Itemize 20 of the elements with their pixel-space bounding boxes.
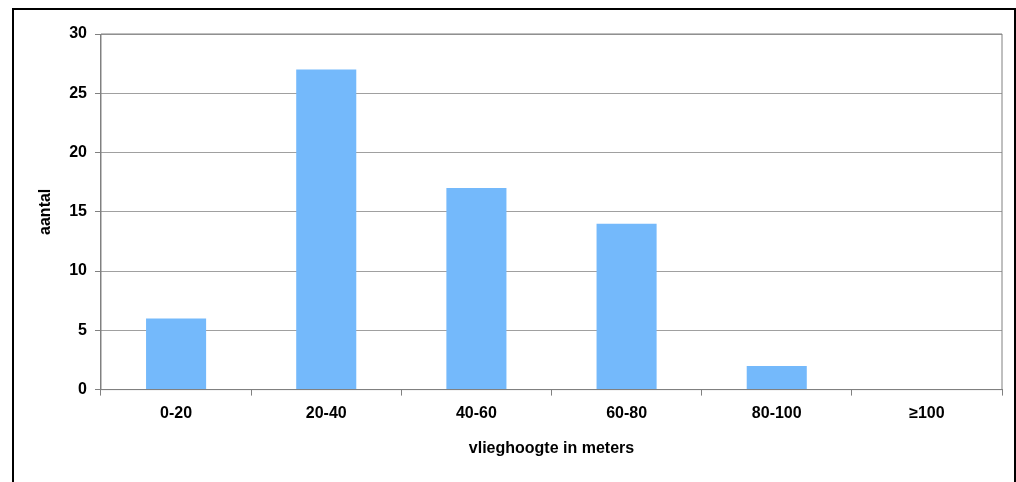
y-tick-label: 10 <box>69 261 88 279</box>
bar <box>296 69 357 390</box>
bar <box>146 318 207 390</box>
y-tick-label: 25 <box>69 83 88 101</box>
x-tick-label: 60-80 <box>606 403 648 421</box>
x-tick-label: 20-40 <box>305 403 347 421</box>
bar <box>746 365 807 390</box>
y-tick-label: 0 <box>78 380 88 398</box>
x-tick-label: 0-20 <box>160 403 193 421</box>
y-tick-label: 15 <box>69 202 88 220</box>
x-axis-title: vlieghoogte in meters <box>468 438 635 456</box>
y-axis-title: aantal <box>36 188 54 235</box>
x-tick-label: ≥100 <box>909 403 945 421</box>
y-tick-label: 30 <box>69 24 88 42</box>
x-tick-label: 80-100 <box>751 403 802 421</box>
x-tick-label: 40-60 <box>455 403 497 421</box>
bar <box>596 223 657 390</box>
bar <box>446 188 507 390</box>
y-tick-label: 5 <box>78 320 88 338</box>
y-tick-label: 20 <box>69 142 88 160</box>
